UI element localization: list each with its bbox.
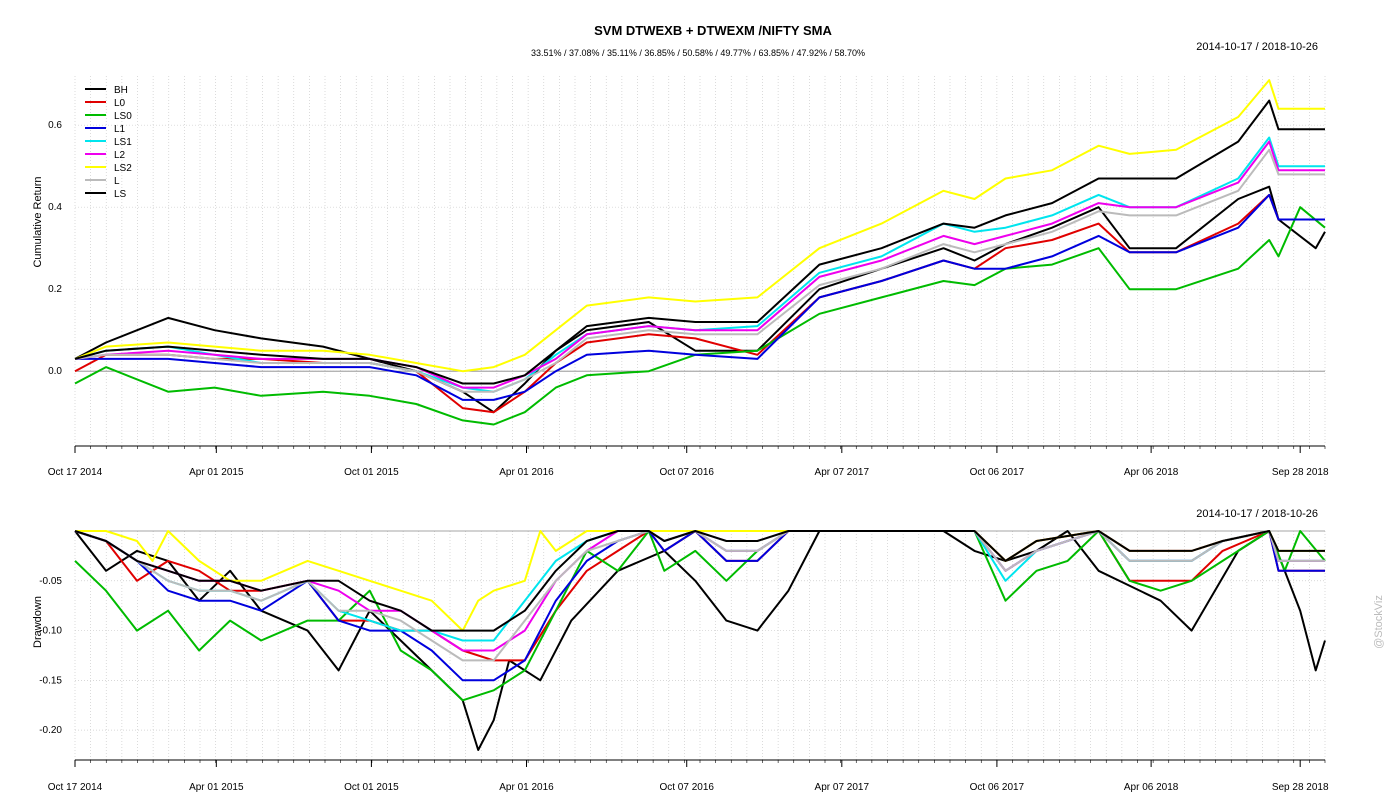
top-xtick-label: Oct 01 2015 [344,467,399,478]
bottom-ytick-label: -0.15 [39,675,62,686]
bottom-ytick-label: -0.20 [39,725,62,736]
top-xtick-label: Apr 01 2015 [189,467,244,478]
bottom-series-ls [74,530,1325,632]
top-series-l [74,148,1325,393]
top-ylabel: Cumulative Return [32,176,44,267]
top-ytick-label: 0.4 [48,202,62,213]
legend-label-ls0: LS0 [114,111,132,122]
bottom-xtick-label: Apr 06 2018 [1124,782,1179,793]
bottom-panel: -0.05 -0.10 -0.15 -0.20 Oct 17 2014 Apr 01 20… [39,530,1329,793]
bottom-xtick-label: Oct 06 2017 [970,782,1025,793]
top-ytick-label: 0.0 [48,366,62,377]
legend-label-ls2: LS2 [114,163,132,174]
top-ytick-label: 0.6 [48,120,62,131]
bottom-xtick-label: Apr 01 2015 [189,782,244,793]
bottom-xtick-label: Sep 28 2018 [1272,782,1329,793]
top-xtick-label: Sep 28 2018 [1272,467,1329,478]
chart-title: SVM DTWEXB + DTWEXM /NIFTY SMA [594,23,832,38]
bottom-date-range: 2014-10-17 / 2018-10-26 [1196,508,1318,520]
top-series-ls [74,99,1325,385]
top-xtick-label: Oct 17 2014 [48,467,103,478]
bottom-ylabel: Drawdown [32,596,44,648]
top-xtick-label: Apr 06 2018 [1124,467,1179,478]
chart-subtitle: 33.51% / 37.08% / 35.11% / 36.85% / 50.5… [531,48,865,58]
legend-label-l0: L0 [114,98,126,109]
legend-label-ls1: LS1 [114,137,132,148]
top-panel: 0.0 0.2 0.4 0.6 Oct 17 2014 Apr 01 2015 Oct 01… [48,76,1329,478]
top-xtick-label: Apr 07 2017 [815,467,870,478]
top-ytick-label: 0.2 [48,284,62,295]
top-series-bh [74,185,1326,414]
bottom-xtick-label: Oct 17 2014 [48,782,103,793]
bottom-ytick-label: -0.10 [39,626,62,637]
legend-label-ls: LS [114,189,127,200]
bottom-series-ls0 [74,530,1326,702]
watermark: @StockViz [1373,595,1385,649]
legend-label-l1: L1 [114,124,126,135]
bottom-xtick-label: Apr 07 2017 [815,782,870,793]
legend-label-bh: BH [114,85,128,96]
top-series-ls2 [74,79,1325,373]
legend-label-l: L [114,176,120,187]
top-series-ls0 [74,206,1326,426]
top-series-l2 [74,140,1325,389]
top-xtick-label: Oct 06 2017 [970,467,1025,478]
bottom-ytick-label: -0.05 [39,576,62,587]
legend-label-l2: L2 [114,150,126,161]
top-date-range: 2014-10-17 / 2018-10-26 [1196,41,1318,53]
bottom-xtick-label: Apr 01 2016 [499,782,554,793]
top-xtick-label: Apr 01 2016 [499,467,554,478]
bottom-xtick-label: Oct 07 2016 [659,782,714,793]
top-xtick-label: Oct 07 2016 [659,467,714,478]
bottom-xtick-label: Oct 01 2015 [344,782,399,793]
top-series-l1 [75,193,1325,401]
